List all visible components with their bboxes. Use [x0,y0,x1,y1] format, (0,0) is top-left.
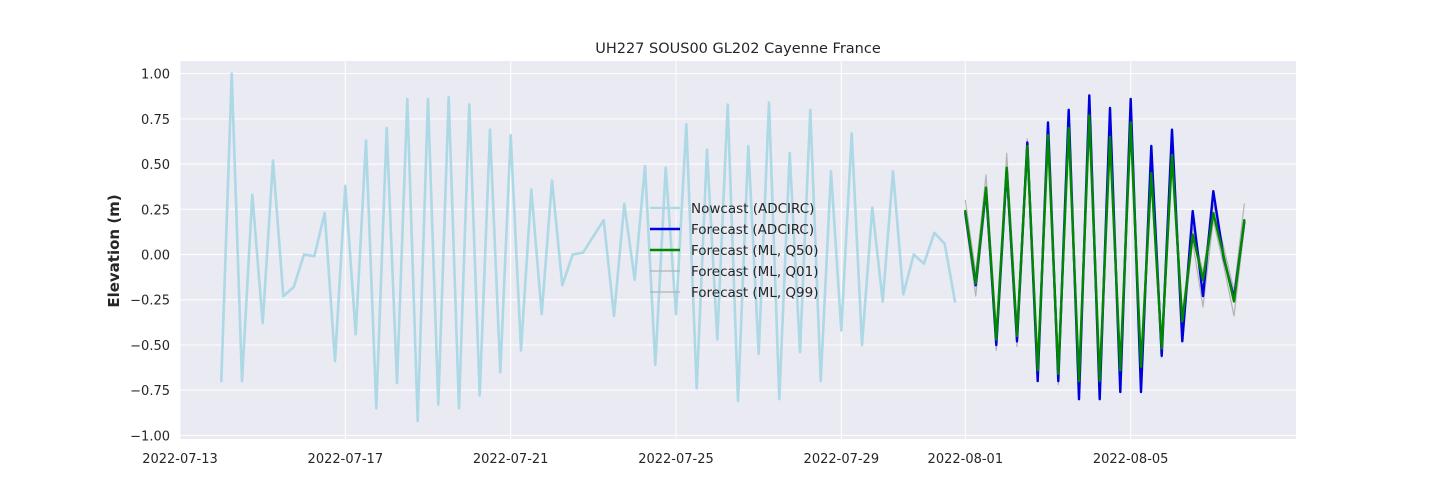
y-tick-label: −0.75 [130,384,170,399]
series-line-2 [964,114,1246,383]
x-tick-labels: 2022-07-13 2022-07-17 2022-07-21 2022-07-25… [142,452,1168,467]
x-tick-label: 2022-08-05 [1093,452,1169,467]
legend-label: Forecast (ML, Q99) [691,285,819,301]
x-tick-label: 2022-07-21 [473,452,549,467]
y-tick-label: 0.50 [141,158,170,173]
x-tick-label: 2022-07-25 [638,452,714,467]
legend-label: Forecast (ADCIRC) [691,222,814,238]
legend-label: Forecast (ML, Q50) [691,243,819,259]
y-axis-label: Elevation (m) [105,194,123,307]
x-tick-label: 2022-07-17 [308,452,384,467]
chart-title: UH227 SOUS00 GL202 Cayenne France [595,41,881,57]
x-tick-label: 2022-08-01 [928,452,1004,467]
legend: Nowcast (ADCIRC) Forecast (ADCIRC) Forecas… [650,201,819,301]
y-tick-label: −0.25 [130,294,170,309]
y-tick-label: 0.00 [141,249,170,264]
y-tick-labels: −1.00 −0.75 −0.50 −0.25 0.00 0.25 0.50 0.75 1.00 [130,68,170,445]
x-tick-label: 2022-07-29 [804,452,880,467]
x-tick-label: 2022-07-13 [142,452,218,467]
y-tick-label: 0.75 [141,113,170,128]
legend-label: Nowcast (ADCIRC) [691,201,814,217]
y-tick-label: 1.00 [141,68,170,83]
series-layer [220,72,1246,423]
y-tick-label: 0.25 [141,203,170,218]
legend-label: Forecast (ML, Q01) [691,264,819,280]
series-line-0 [220,72,957,423]
y-tick-label: −1.00 [130,429,170,444]
y-tick-label: −0.50 [130,339,170,354]
